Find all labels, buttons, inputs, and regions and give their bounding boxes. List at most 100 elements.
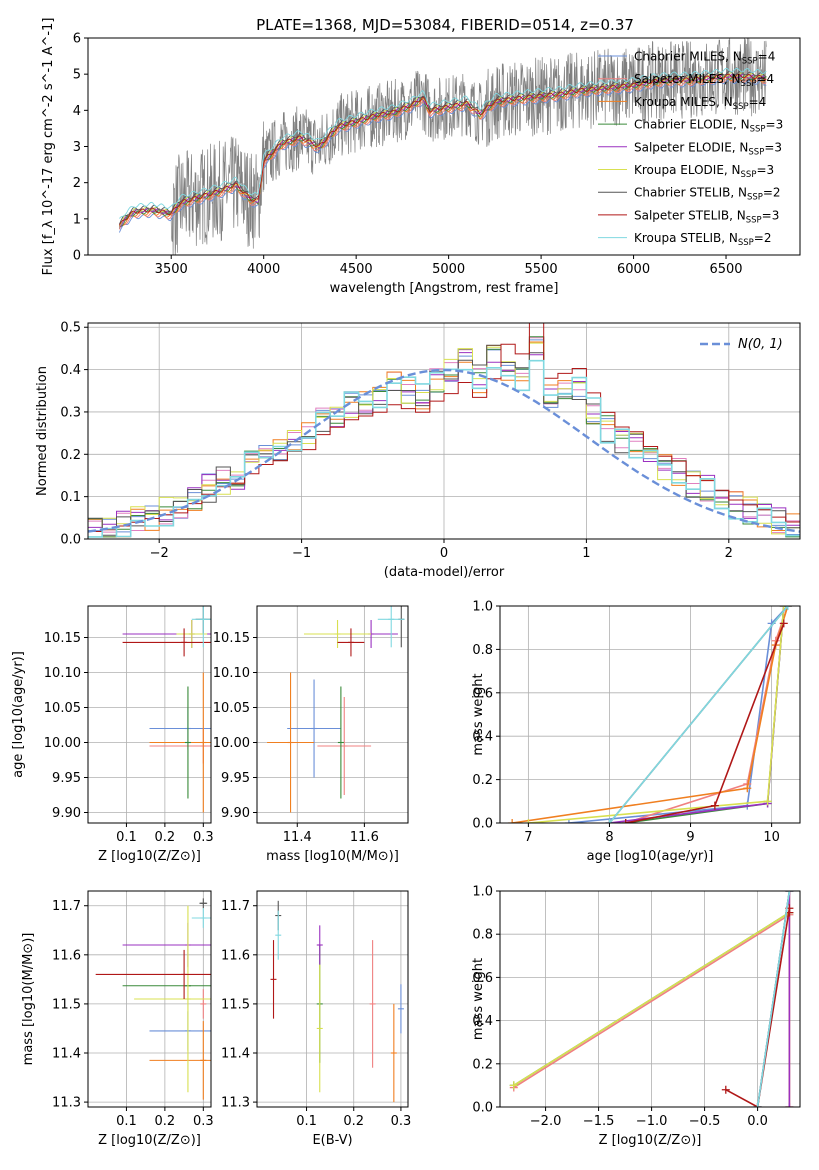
y-tick-label: 0.4 bbox=[472, 1014, 493, 1029]
legend-subscript: SSP bbox=[747, 193, 763, 203]
x-tick-label: 0 bbox=[440, 546, 448, 561]
x-tick-label: 4000 bbox=[247, 262, 280, 277]
data-point-errorbar bbox=[176, 620, 208, 648]
residuals-panel: −2 −1 0 1 2 0.0 0.1 0.2 0.3 0.4 0.5 (data-model)/er… bbox=[35, 321, 801, 580]
data-point-errorbar bbox=[317, 697, 372, 795]
residual-histogram bbox=[88, 344, 800, 536]
legend-suffix: =2 bbox=[754, 231, 772, 245]
data-point-errorbar bbox=[275, 910, 282, 960]
data-point-errorbar bbox=[200, 989, 207, 1019]
y-tick-label: 0.3 bbox=[60, 405, 81, 420]
legend-suffix: =4 bbox=[756, 72, 774, 86]
x-tick-label: 8 bbox=[605, 830, 613, 845]
data-point-errorbar bbox=[369, 940, 376, 1068]
plus-marker bbox=[605, 819, 614, 823]
y-tick-label: 0.6 bbox=[472, 686, 493, 701]
x-tick-label: −1 bbox=[292, 546, 311, 561]
legend-subscript: SSP bbox=[750, 125, 766, 135]
data-point-errorbar bbox=[390, 1003, 397, 1103]
massweight-vs-metallicity-panel: −2.0 −1.5 −1.0 −0.5 0.0 0.0 0.2 0.4 0.6 0.8 1.0 Z [… bbox=[471, 885, 801, 1148]
legend-subscript: SSP bbox=[741, 79, 757, 89]
x-tick-label: 2 bbox=[725, 546, 733, 561]
massweight-vs-age-panel: 7 8 9 10 0.0 0.2 0.4 0.6 0.8 1.0 age [log10(age/yr… bbox=[471, 600, 801, 864]
x-tick-label: 0.3 bbox=[193, 830, 214, 845]
x-axis-label: E(B-V) bbox=[312, 1133, 352, 1148]
plot-area bbox=[508, 606, 792, 823]
legend-entry: Salpeter MILES, NSSP=4 bbox=[634, 72, 774, 89]
data-point-errorbar bbox=[270, 940, 277, 1019]
model-spectrum-line bbox=[119, 67, 767, 219]
plot-area bbox=[509, 891, 794, 1107]
y-tick-label: 11.4 bbox=[221, 1047, 250, 1062]
y-tick-label: 11.7 bbox=[221, 899, 250, 914]
y-tick-label: 11.5 bbox=[221, 997, 250, 1012]
y-tick-label: 0.4 bbox=[472, 730, 493, 745]
x-tick-label: 5500 bbox=[525, 262, 558, 277]
y-tick-label: 0.2 bbox=[60, 448, 81, 463]
y-tick-label: 10.10 bbox=[44, 666, 81, 681]
x-tick-label: 10 bbox=[763, 830, 780, 845]
legend-suffix: =4 bbox=[749, 95, 767, 109]
data-point-errorbar bbox=[122, 628, 211, 657]
y-tick-label: 10.05 bbox=[44, 701, 81, 716]
axes-frame bbox=[499, 605, 801, 824]
cumulative-mass-line bbox=[568, 606, 789, 823]
axes-frame bbox=[87, 605, 212, 824]
plot-area bbox=[267, 606, 405, 813]
cumulative-mass-line bbox=[513, 911, 790, 1087]
x-tick-label: −1.5 bbox=[583, 1114, 615, 1129]
plus-marker bbox=[753, 1103, 762, 1107]
data-point-errorbar bbox=[377, 606, 405, 648]
x-tick-label: 4500 bbox=[340, 262, 373, 277]
y-tick-label: 11.7 bbox=[52, 899, 81, 914]
y-tick-label: 11.6 bbox=[221, 948, 250, 963]
age-vs-mass-panel: 11.4 11.6 9.90 9.95 10.00 10.05 10.10 10.15 mass… bbox=[213, 605, 409, 864]
y-tick-label: 0 bbox=[73, 249, 81, 264]
x-axis-label: (data-model)/error bbox=[384, 565, 505, 580]
cumulative-mass-line bbox=[513, 914, 790, 1089]
model-spectrum-line bbox=[118, 70, 767, 225]
legend-suffix: =4 bbox=[758, 50, 776, 64]
legend-entry: Kroupa STELIB, NSSP=2 bbox=[634, 231, 772, 248]
x-axis-label: Z [log10(Z/Z⊙)] bbox=[599, 1133, 702, 1148]
y-tick-label: 5 bbox=[73, 68, 81, 83]
y-tick-label: 0.2 bbox=[472, 1057, 493, 1072]
y-tick-label: 11.3 bbox=[221, 1096, 250, 1111]
y-tick-label: 1.0 bbox=[472, 600, 493, 615]
legend-suffix: =3 bbox=[764, 140, 782, 154]
axes-frame bbox=[256, 890, 409, 1108]
data-point-errorbar bbox=[149, 1021, 211, 1100]
plus-marker bbox=[785, 891, 794, 895]
data-point-errorbar bbox=[337, 686, 344, 799]
plus-marker bbox=[779, 606, 788, 610]
x-tick-label: 5000 bbox=[432, 262, 465, 277]
axes-frame bbox=[499, 890, 801, 1108]
data-point-errorbar bbox=[95, 949, 211, 999]
legend-entry: N(0, 1) bbox=[738, 337, 783, 352]
residual-histogram bbox=[88, 323, 800, 532]
spectrum-panel: 3500 4000 4500 5000 5500 6000 6500 0 1 2 3 4 5 6 wavel… bbox=[41, 18, 801, 296]
y-tick-label: 9.95 bbox=[52, 771, 81, 786]
legend-subscript: SSP bbox=[748, 147, 764, 157]
y-axis-label: Flux [f_λ 10^-17 erg cm^-2 s^-1 A^-1] bbox=[41, 18, 56, 276]
cumulative-mass-line bbox=[512, 606, 789, 823]
y-tick-label: 0.8 bbox=[472, 643, 493, 658]
plus-marker bbox=[564, 819, 573, 823]
cumulative-mass-line bbox=[625, 606, 789, 823]
x-tick-label: 11.6 bbox=[350, 830, 379, 845]
gaussian-reference-curve bbox=[88, 368, 800, 533]
x-tick-label: 1 bbox=[582, 546, 590, 561]
y-tick-label: 11.6 bbox=[52, 948, 81, 963]
plot-area bbox=[270, 900, 404, 1103]
mass-vs-ebv-panel: 0.1 0.2 0.3 11.3 11.4 11.5 11.6 11.7 E(B-V) bbox=[221, 890, 411, 1148]
x-axis-label: Z [log10(Z/Z⊙)] bbox=[98, 849, 201, 864]
y-tick-label: 0.0 bbox=[472, 1101, 493, 1116]
legend-suffix: =2 bbox=[763, 186, 781, 200]
y-axis-label: Normed distribution bbox=[35, 366, 50, 496]
data-point-errorbar bbox=[149, 672, 211, 813]
y-tick-label: 3 bbox=[73, 140, 81, 155]
model-spectrum-line bbox=[118, 73, 767, 226]
x-tick-label: −2 bbox=[150, 546, 169, 561]
x-tick-label: 11.4 bbox=[283, 830, 312, 845]
